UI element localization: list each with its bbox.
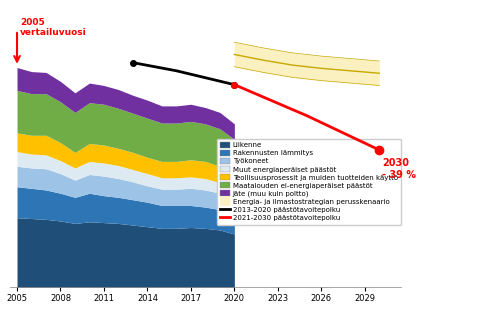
Text: 2030
- 39 %: 2030 - 39 % bbox=[381, 158, 415, 180]
Text: 2005
vertailuvuosi: 2005 vertailuvuosi bbox=[20, 18, 86, 37]
Legend: Liikenne, Rakennusten lämmitys, Työkoneet, Muut energiaperäiset päästöt, Teollis: Liikenne, Rakennusten lämmitys, Työkonee… bbox=[216, 139, 401, 225]
